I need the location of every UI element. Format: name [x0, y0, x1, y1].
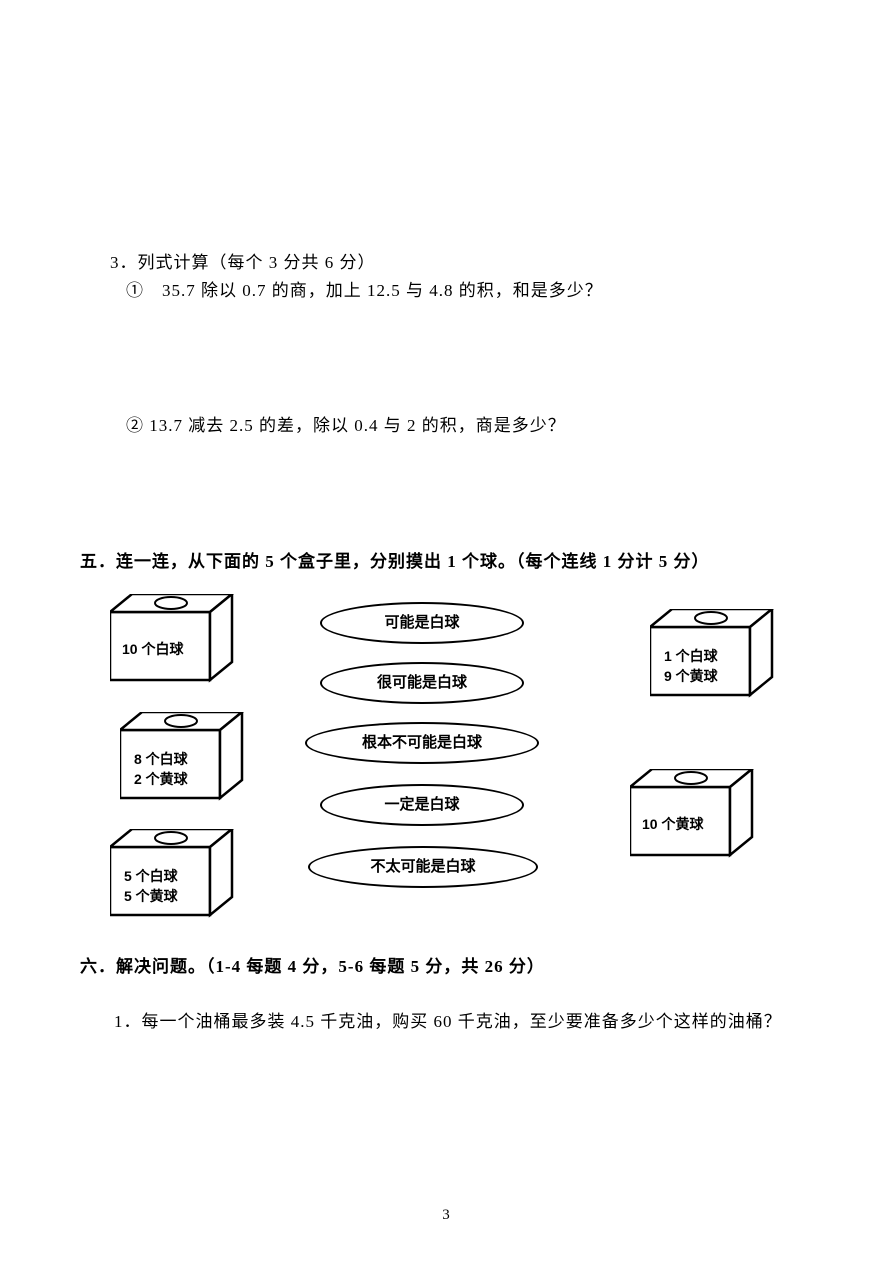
box-2-label2: 2 个黄球 — [134, 770, 188, 788]
ellipse-4: 一定是白球 — [320, 784, 524, 826]
box-1: 10 个白球 — [110, 594, 230, 682]
box-5: 10 个黄球 — [630, 769, 750, 857]
box-4-label2: 9 个黄球 — [664, 667, 718, 685]
section5-title: 五．连一连，从下面的 5 个盒子里，分别摸出 1 个球。（每个连线 1 分计 5… — [80, 549, 812, 575]
ellipse-1: 可能是白球 — [320, 602, 524, 644]
box-1-label: 10 个白球 — [122, 640, 183, 658]
box-2: 8 个白球 2 个黄球 — [120, 712, 240, 800]
matching-diagram: 10 个白球 8 个白球 2 个黄球 5 个白球 5 个黄球 — [90, 594, 810, 934]
q3-title: 3．列式计算（每个 3 分共 6 分） — [80, 250, 812, 276]
page-number: 3 — [0, 1207, 892, 1224]
box-3: 5 个白球 5 个黄球 — [110, 829, 230, 917]
q6-1: 1．每一个油桶最多装 4.5 千克油，购买 60 千克油，至少要准备多少个这样的… — [80, 1000, 812, 1044]
page: 3．列式计算（每个 3 分共 6 分） ① 35.7 除以 0.7 的商，加上 … — [0, 0, 892, 1044]
ellipse-5: 不太可能是白球 — [308, 846, 538, 888]
box-4-label1: 1 个白球 — [664, 647, 718, 665]
box-2-label1: 8 个白球 — [134, 750, 188, 768]
ellipse-2: 很可能是白球 — [320, 662, 524, 704]
ellipse-3: 根本不可能是白球 — [305, 722, 539, 764]
box-3-label2: 5 个黄球 — [124, 887, 178, 905]
section6-title: 六．解决问题。（1-4 每题 4 分，5-6 每题 5 分，共 26 分） — [80, 954, 812, 980]
box-3-label1: 5 个白球 — [124, 867, 178, 885]
box-4: 1 个白球 9 个黄球 — [650, 609, 770, 697]
box-5-label: 10 个黄球 — [642, 815, 703, 833]
q3-sub1: ① 35.7 除以 0.7 的商，加上 12.5 与 4.8 的积，和是多少？ — [80, 278, 812, 304]
q3-sub2: ② 13.7 减去 2.5 的差，除以 0.4 与 2 的积，商是多少？ — [80, 413, 812, 439]
